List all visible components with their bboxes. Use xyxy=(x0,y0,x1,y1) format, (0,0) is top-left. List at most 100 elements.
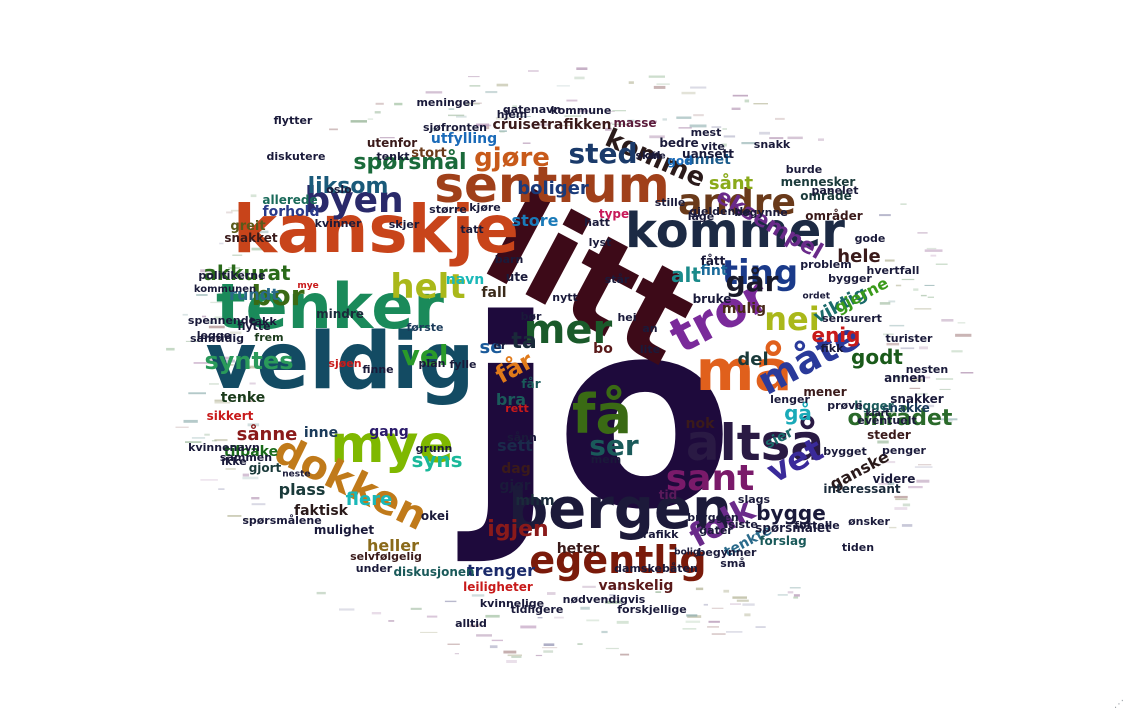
word-masse-91: masse xyxy=(613,116,656,130)
tiny-word-mark xyxy=(242,473,249,477)
word-se-67: se xyxy=(480,337,503,358)
word-politikerne-184: politikerne xyxy=(198,269,265,282)
word-burde-171: burde xyxy=(786,163,822,176)
word-jo-0: jo xyxy=(454,265,734,567)
tiny-word-mark xyxy=(251,503,266,506)
word-fortelle-175: fortelle xyxy=(794,519,840,532)
word-flytter-203: flytter xyxy=(274,114,313,127)
tiny-word-mark xyxy=(202,315,207,318)
word-syns-47: syns xyxy=(411,448,462,472)
tiny-word-mark xyxy=(731,107,741,110)
word-begynne-169: begynne xyxy=(734,206,788,219)
tiny-word-mark xyxy=(924,284,935,286)
tiny-word-mark xyxy=(444,600,457,603)
tiny-word-mark xyxy=(242,476,259,480)
tiny-word-mark xyxy=(681,91,696,95)
tiny-word-mark xyxy=(582,585,596,588)
tiny-word-mark xyxy=(957,322,966,324)
word-siste-164: siste xyxy=(728,518,758,531)
tiny-word-mark xyxy=(917,232,928,234)
word-bygge-40: bygge xyxy=(756,501,826,525)
word-kvinnenavn-186: kvinnenavn xyxy=(188,441,260,454)
word-forskjellige-157: forskjellige xyxy=(617,603,687,616)
word-alltid-182: alltid xyxy=(455,617,487,630)
tiny-word-mark xyxy=(883,333,894,336)
word-store-50: store xyxy=(512,211,559,230)
tiny-word-mark xyxy=(469,624,480,627)
tiny-word-mark xyxy=(889,526,897,529)
word-plan-199: plan xyxy=(419,357,446,370)
tiny-word-mark xyxy=(182,313,188,316)
word-mhm-73: mhm xyxy=(515,493,554,509)
tiny-word-mark xyxy=(901,411,909,413)
tiny-word-mark xyxy=(611,587,628,590)
tiny-word-mark xyxy=(491,639,503,642)
tiny-word-mark xyxy=(609,594,616,597)
tiny-word-mark xyxy=(211,440,217,442)
word-akkurat-38: akkurat xyxy=(203,261,291,285)
word-tenker-4: tenker xyxy=(216,270,444,343)
word-penger-206: penger xyxy=(882,444,927,457)
word-ikke-196: ikke xyxy=(221,455,247,468)
word-navn-81: navn xyxy=(446,272,485,288)
word-inne-79: inne xyxy=(304,425,338,441)
tiny-word-mark xyxy=(566,99,578,102)
tiny-word-mark xyxy=(243,365,262,369)
tiny-word-mark xyxy=(175,426,189,428)
tiny-word-mark xyxy=(448,114,465,117)
word-gjor-72: gjør xyxy=(499,478,530,494)
tiny-word-mark xyxy=(595,597,614,600)
tiny-word-mark xyxy=(649,120,657,123)
word-bedre-116: bedre xyxy=(659,136,698,150)
word-omrade-119: område xyxy=(800,189,852,203)
word-leiligheter-105: leiligheter xyxy=(463,580,533,594)
tiny-word-mark xyxy=(371,612,382,615)
tiny-word-mark xyxy=(895,498,908,501)
tiny-word-mark xyxy=(251,247,267,251)
word-gatenavn-177: gatenavn xyxy=(503,103,561,116)
tiny-word-mark xyxy=(555,107,562,111)
word-lage-195: lage xyxy=(688,210,715,223)
word-diskusjonen-104: diskusjonen xyxy=(393,565,474,579)
word-sammen-133: sammen xyxy=(220,451,272,464)
word-cruisetrafikken-90: cruisetrafikken xyxy=(493,117,612,133)
tiny-word-mark xyxy=(577,643,583,645)
word-mye-8: mye xyxy=(330,415,453,475)
tiny-word-mark xyxy=(616,620,629,624)
word-mindre-87: mindre xyxy=(316,307,364,321)
word-heller-62: heller xyxy=(367,536,419,555)
tiny-word-mark xyxy=(410,607,422,610)
word-ta-46: ta xyxy=(511,329,536,354)
tiny-word-mark xyxy=(787,136,803,140)
tiny-word-mark xyxy=(227,515,242,517)
word-tenke-77: tenke xyxy=(221,390,266,406)
word-faktisk-63: faktisk xyxy=(294,503,349,519)
word-gjore-28: gjøre xyxy=(474,143,550,173)
resize-grip-icon[interactable]: ⋰ xyxy=(1114,699,1124,710)
word-tid-85: tid xyxy=(659,488,677,502)
word-star-152: står xyxy=(605,273,630,286)
word-problem-173: problem xyxy=(800,258,851,271)
tiny-word-mark xyxy=(951,350,963,353)
tiny-word-mark xyxy=(656,83,670,85)
word-hei-147: hei xyxy=(617,311,636,324)
tiny-word-mark xyxy=(228,397,244,398)
tiny-word-mark xyxy=(188,392,206,395)
word-tilbake-78: tilbake xyxy=(224,444,278,460)
word-ligger-114: ligger xyxy=(854,399,894,413)
tiny-word-mark xyxy=(901,278,915,281)
tiny-word-mark xyxy=(920,294,927,297)
tiny-word-mark xyxy=(613,596,619,599)
word-ting-22: ting xyxy=(722,253,798,293)
tiny-word-mark xyxy=(222,364,234,366)
word-sporsmal-35: spørsmål xyxy=(353,149,466,175)
word-bor-151: bør xyxy=(521,310,542,323)
tiny-word-mark xyxy=(316,591,326,595)
tiny-word-mark xyxy=(244,400,256,402)
tiny-word-mark xyxy=(601,122,613,125)
tiny-word-mark xyxy=(628,81,634,84)
word-sanne-52: sånne xyxy=(237,423,298,445)
word-grunn-140: grunn xyxy=(416,442,453,455)
word-bygger-132: bygger xyxy=(828,272,872,285)
tiny-word-mark xyxy=(543,643,555,646)
